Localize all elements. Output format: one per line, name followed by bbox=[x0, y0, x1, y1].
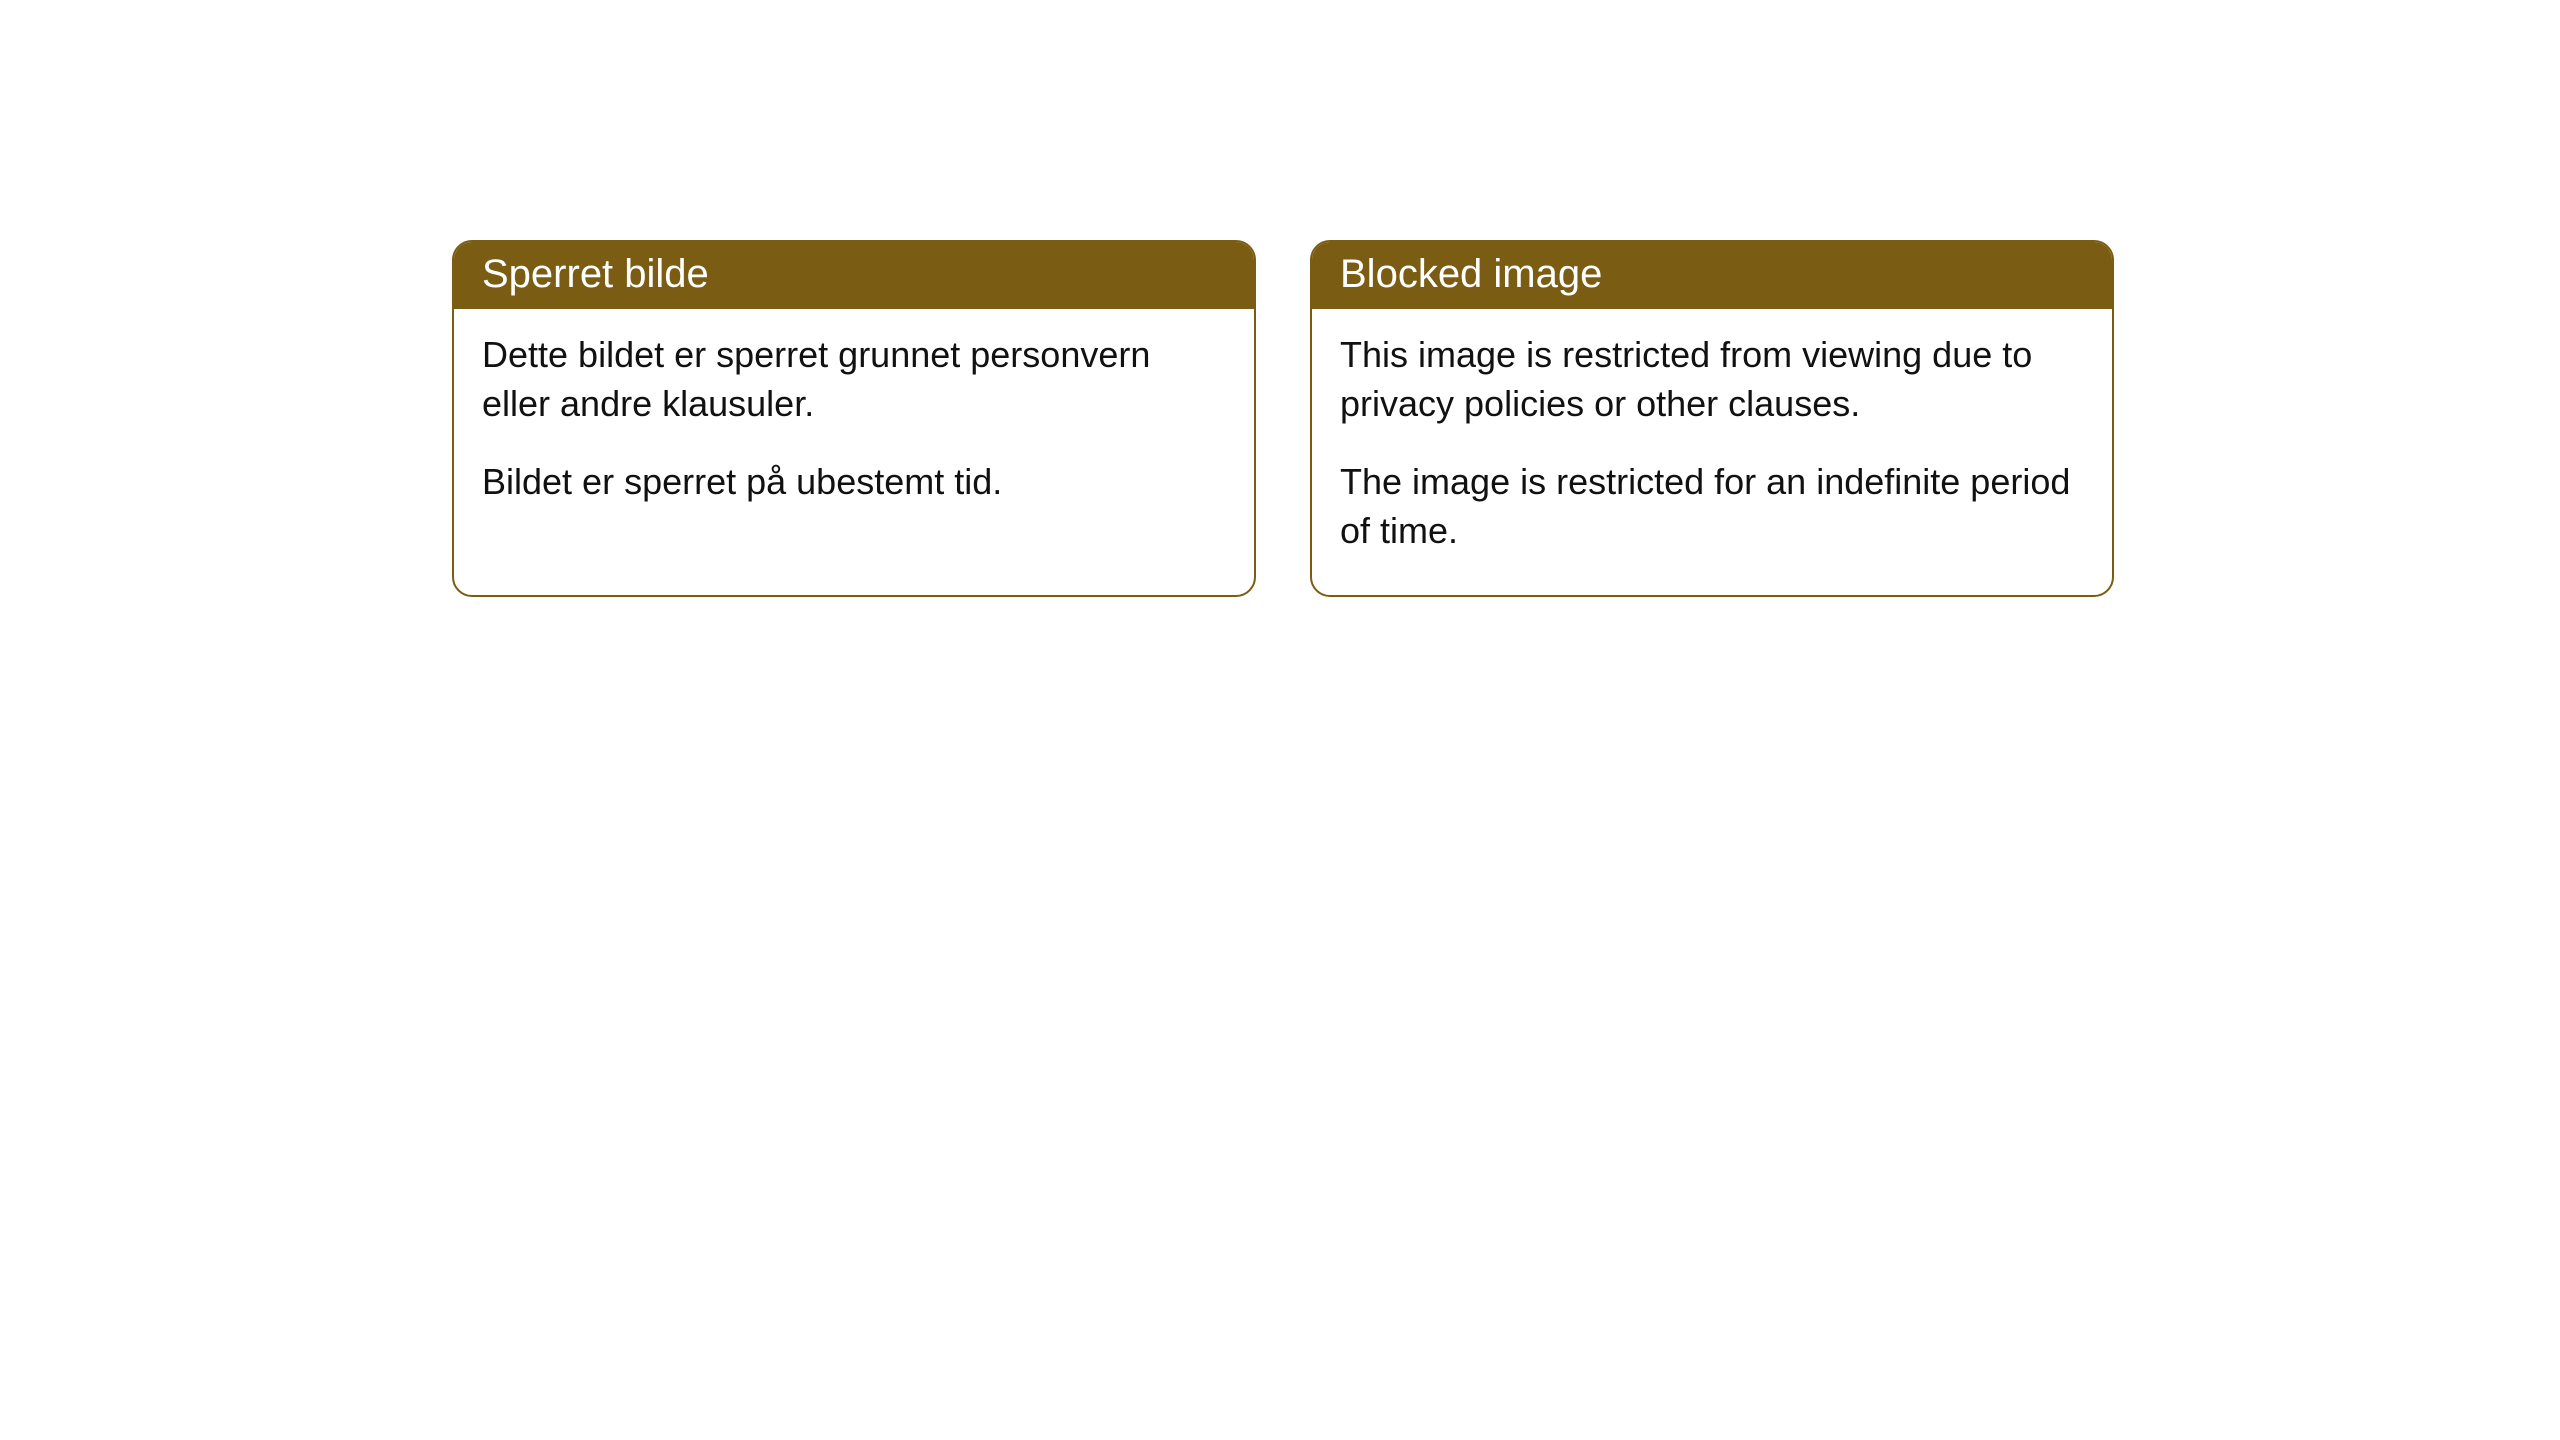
card-title: Blocked image bbox=[1340, 252, 1602, 296]
blocked-image-card-norwegian: Sperret bilde Dette bildet er sperret gr… bbox=[452, 240, 1256, 597]
card-paragraph: This image is restricted from viewing du… bbox=[1340, 331, 2084, 428]
card-body: Dette bildet er sperret grunnet personve… bbox=[454, 309, 1254, 547]
card-paragraph: Dette bildet er sperret grunnet personve… bbox=[482, 331, 1226, 428]
card-paragraph: Bildet er sperret på ubestemt tid. bbox=[482, 458, 1226, 507]
card-title: Sperret bilde bbox=[482, 252, 709, 296]
notice-cards-container: Sperret bilde Dette bildet er sperret gr… bbox=[452, 240, 2114, 597]
card-header: Blocked image bbox=[1312, 242, 2112, 309]
card-body: This image is restricted from viewing du… bbox=[1312, 309, 2112, 595]
card-header: Sperret bilde bbox=[454, 242, 1254, 309]
blocked-image-card-english: Blocked image This image is restricted f… bbox=[1310, 240, 2114, 597]
card-paragraph: The image is restricted for an indefinit… bbox=[1340, 458, 2084, 555]
